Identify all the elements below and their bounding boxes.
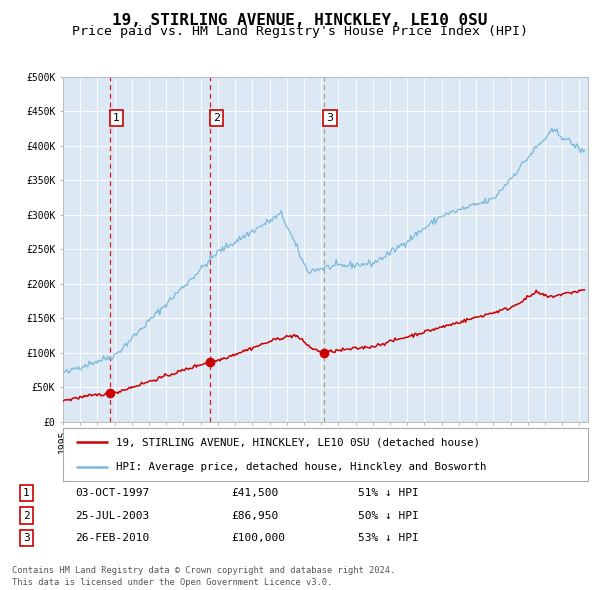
Text: This data is licensed under the Open Government Licence v3.0.: This data is licensed under the Open Gov… <box>12 578 332 587</box>
Text: 3: 3 <box>326 113 334 123</box>
Text: £86,950: £86,950 <box>231 510 278 520</box>
Text: 1: 1 <box>113 113 120 123</box>
Text: £41,500: £41,500 <box>231 488 278 497</box>
Text: Contains HM Land Registry data © Crown copyright and database right 2024.: Contains HM Land Registry data © Crown c… <box>12 566 395 575</box>
Text: 19, STIRLING AVENUE, HINCKLEY, LE10 0SU: 19, STIRLING AVENUE, HINCKLEY, LE10 0SU <box>112 13 488 28</box>
Text: 25-JUL-2003: 25-JUL-2003 <box>76 510 149 520</box>
Text: 03-OCT-1997: 03-OCT-1997 <box>76 488 149 497</box>
Text: 19, STIRLING AVENUE, HINCKLEY, LE10 0SU (detached house): 19, STIRLING AVENUE, HINCKLEY, LE10 0SU … <box>115 437 479 447</box>
Text: 1: 1 <box>23 488 30 497</box>
Text: HPI: Average price, detached house, Hinckley and Bosworth: HPI: Average price, detached house, Hinc… <box>115 461 486 471</box>
Text: £100,000: £100,000 <box>231 533 285 543</box>
Text: 50% ↓ HPI: 50% ↓ HPI <box>358 510 418 520</box>
Text: 51% ↓ HPI: 51% ↓ HPI <box>358 488 418 497</box>
Text: 3: 3 <box>23 533 30 543</box>
Text: 53% ↓ HPI: 53% ↓ HPI <box>358 533 418 543</box>
Text: 2: 2 <box>213 113 220 123</box>
Text: Price paid vs. HM Land Registry's House Price Index (HPI): Price paid vs. HM Land Registry's House … <box>72 25 528 38</box>
Text: 2: 2 <box>23 510 30 520</box>
Text: 26-FEB-2010: 26-FEB-2010 <box>76 533 149 543</box>
